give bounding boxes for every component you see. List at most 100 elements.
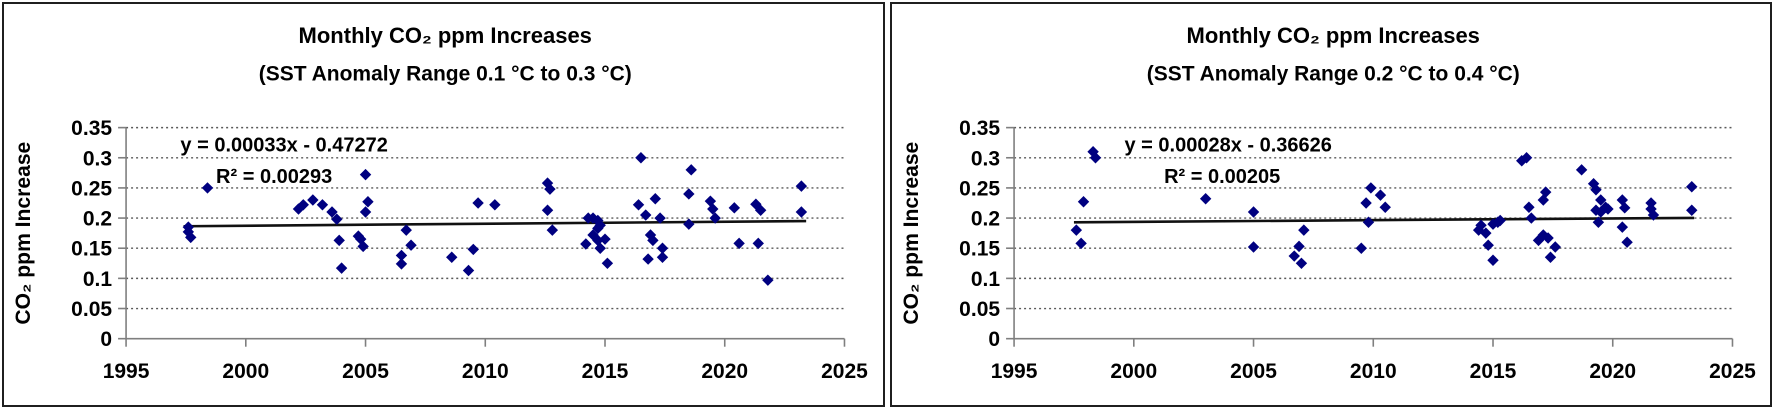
scatter-point (1359, 197, 1372, 209)
scatter-point (331, 213, 343, 226)
y-axis-label: CO₂ ppm Increase (900, 142, 923, 325)
trendline-equation: y = 0.00028x - 0.36626 (1124, 135, 1331, 157)
x-tick-label: 2020 (1589, 360, 1636, 383)
scatter-point (541, 204, 554, 216)
scatter-point (1070, 224, 1082, 236)
scatter-point (592, 234, 604, 247)
scatter-point (1522, 201, 1535, 213)
scatter-point (544, 183, 556, 195)
x-tick-label: 2010 (1349, 360, 1396, 383)
x-tick-label: 2000 (1110, 360, 1157, 383)
y-tick-label: 0.3 (83, 147, 112, 170)
chart-title: Monthly CO₂ ppm Increases (299, 23, 592, 48)
r-squared-label: R² = 0.00293 (216, 166, 332, 188)
scatter-point (587, 212, 599, 224)
scatter-point (656, 242, 669, 254)
y-tick-label: 0.2 (970, 208, 999, 231)
y-tick-label: 0.35 (959, 117, 1000, 140)
scatter-point (795, 180, 808, 192)
x-tick-label: 1995 (990, 360, 1037, 383)
trendline (183, 219, 807, 228)
scatter-point (642, 253, 654, 265)
y-tick-label: 0.1 (83, 268, 112, 291)
x-tick-label: 2020 (701, 360, 748, 383)
scatter-point (546, 224, 559, 236)
scatter-point (1247, 206, 1259, 218)
scatter-point (357, 240, 369, 253)
scatter-point (326, 206, 338, 218)
x-tick-label: 2025 (821, 360, 868, 383)
scatter-point (754, 204, 767, 216)
scatter-point (1549, 241, 1561, 253)
scatter-point (795, 206, 808, 218)
scatter-point (587, 229, 599, 241)
scatter-point (601, 257, 614, 270)
x-tick-label: 2010 (462, 360, 509, 383)
scatter-point (395, 249, 408, 262)
scatter-point (362, 196, 374, 208)
x-tick-label: 2015 (1469, 360, 1516, 383)
y-tick-label: 0.3 (970, 147, 999, 170)
scatter-point (1685, 204, 1697, 216)
scatter-point (728, 202, 741, 214)
scatter-point (355, 233, 367, 245)
scatter-point (307, 194, 319, 206)
scatter-point (762, 274, 774, 286)
scatter-point (446, 251, 458, 263)
scatter-point (1685, 180, 1697, 193)
scatter-point (1589, 183, 1602, 196)
scatter-point (472, 197, 484, 209)
scatter-point (462, 264, 475, 277)
scatter-point (654, 212, 666, 224)
scatter-point (1520, 152, 1532, 164)
y-tick-label: 0 (100, 328, 112, 351)
scatter-point (1077, 196, 1089, 208)
scatter-point (1086, 146, 1099, 158)
scatter-point (489, 199, 501, 211)
scatter-point (359, 206, 372, 218)
y-tick-label: 0.2 (83, 208, 112, 231)
chart-subtitle: (SST Anomaly Range 0.1 °C to 0.3 °C) (259, 62, 632, 85)
scatter-point (359, 168, 372, 181)
scatter-point (395, 258, 408, 270)
x-tick-label: 2025 (1709, 360, 1756, 383)
x-tick-label: 2015 (582, 360, 629, 383)
chart-panel-left: 0 0.05 0.1 0.15 0.2 0.25 0.3 0.35 1995 2000 2005 20… (2, 2, 885, 407)
scatter-point (297, 199, 309, 211)
scatter-point (1479, 227, 1492, 239)
scatter-point (580, 238, 592, 250)
trendline (1073, 216, 1694, 224)
y-tick-label: 0.35 (71, 117, 112, 140)
scatter-point (640, 209, 652, 221)
y-axis-label: CO₂ ppm Increase (12, 142, 35, 325)
scatter-point (185, 231, 197, 244)
scatter-point (1374, 189, 1386, 201)
chart-subtitle: (SST Anomaly Range 0.2 °C to 0.4 °C) (1146, 62, 1519, 85)
chart-panel-right: 0 0.05 0.1 0.15 0.2 0.25 0.3 0.35 1995 2000 2005 20… (889, 2, 1772, 407)
scatter-point (594, 242, 606, 254)
scatter-point (599, 233, 611, 245)
scatter-point (1292, 240, 1305, 253)
scatter-point (649, 193, 662, 205)
x-tick-label: 2000 (222, 360, 269, 383)
scatter-chart-left: 0 0.05 0.1 0.15 0.2 0.25 0.3 0.35 1995 2000 2005 20… (4, 4, 883, 405)
scatter-point (400, 224, 412, 236)
scatter-point (685, 164, 697, 176)
scatter-chart-right: 0 0.05 0.1 0.15 0.2 0.25 0.3 0.35 1995 2000 2005 20… (891, 4, 1770, 405)
scatter-point (635, 152, 647, 164)
scatter-points (182, 152, 808, 286)
y-tick-label: 0.05 (71, 298, 112, 321)
scatter-point (467, 243, 480, 256)
scatter-point (405, 239, 417, 251)
x-tick-label: 1995 (103, 360, 150, 383)
chart-title: Monthly CO₂ ppm Increases (1186, 23, 1479, 48)
scatter-point (709, 212, 721, 224)
scatter-point (592, 214, 604, 227)
y-tick-label: 0.25 (71, 177, 112, 200)
scatter-point (1493, 214, 1506, 227)
y-tick-label: 0.25 (959, 177, 1000, 200)
scatter-point (1544, 251, 1556, 263)
scatter-point (201, 182, 214, 194)
y-tick-label: 0.15 (959, 238, 1000, 261)
